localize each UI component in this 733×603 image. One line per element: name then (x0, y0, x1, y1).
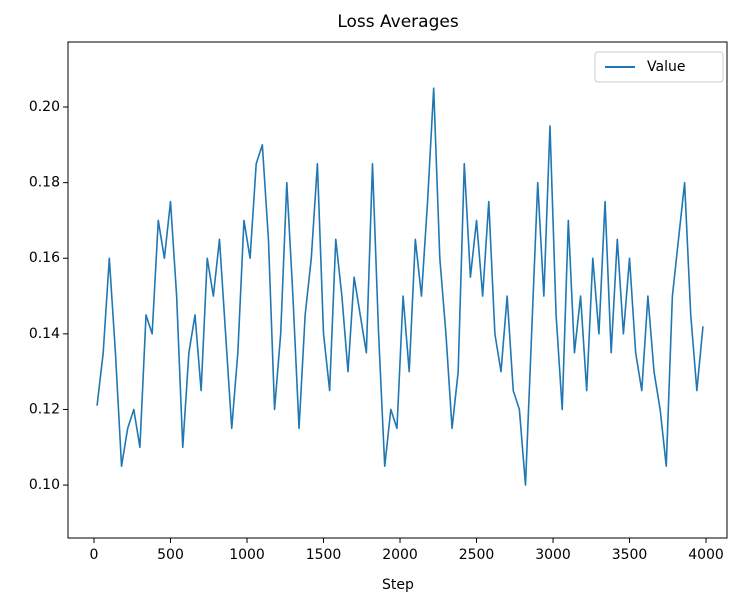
x-axis-label: Step (382, 577, 414, 593)
y-tick-label: 0.16 (29, 250, 60, 266)
y-tick-label: 0.10 (29, 477, 60, 493)
y-tick-label: 0.12 (29, 401, 60, 417)
plot-frame (67, 41, 728, 539)
legend-box (594, 51, 724, 83)
x-tick-label: 1500 (306, 547, 342, 563)
y-tick-label: 0.18 (29, 175, 60, 191)
x-tick-label: 3000 (535, 547, 571, 563)
x-tick-label: 4000 (688, 547, 724, 563)
chart-title: Loss Averages (337, 12, 459, 32)
x-tick-label: 1000 (229, 547, 265, 563)
y-tick-label: 0.14 (29, 326, 60, 342)
legend-label: Value (647, 59, 685, 75)
x-tick-label: 3500 (612, 547, 648, 563)
y-tick-label: 0.20 (29, 99, 60, 115)
line-series (96, 87, 704, 486)
x-tick-label: 500 (157, 547, 184, 563)
x-tick-label: 0 (90, 547, 99, 563)
x-tick-label: 2000 (382, 547, 418, 563)
x-tick-label: 2500 (459, 547, 495, 563)
